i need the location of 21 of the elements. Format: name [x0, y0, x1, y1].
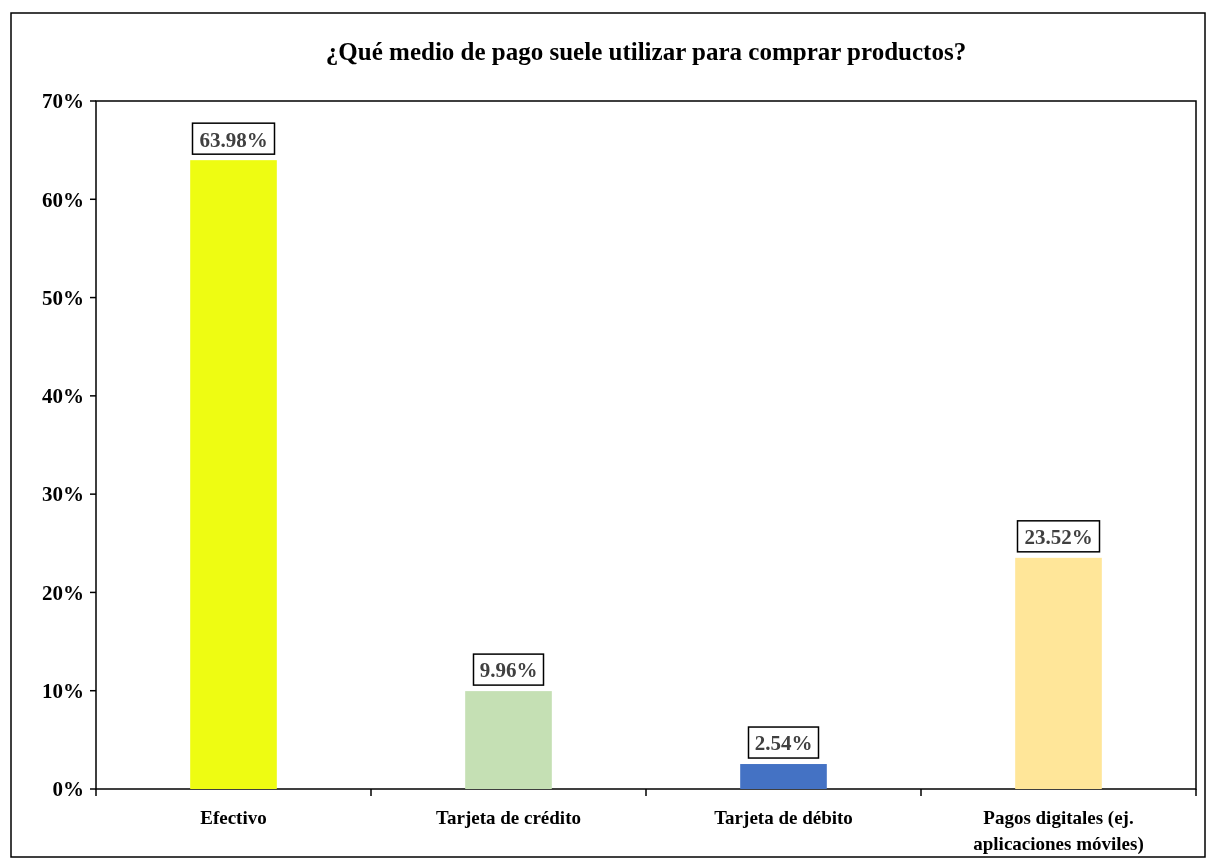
y-tick-label: 10%: [42, 679, 84, 704]
y-tick-label: 20%: [42, 580, 84, 605]
y-tick-label: 30%: [42, 482, 84, 507]
data-label: 9.96%: [479, 658, 538, 683]
bar: [1015, 557, 1102, 789]
bar: [190, 160, 277, 789]
x-tick-label: Efectivo: [200, 807, 267, 828]
y-tick-label: 60%: [42, 187, 84, 212]
y-tick-label: 40%: [42, 384, 84, 409]
bar: [740, 764, 827, 789]
y-tick-label: 70%: [42, 89, 84, 114]
data-label: 63.98%: [199, 127, 268, 152]
chart-title: ¿Qué medio de pago suele utilizar para comprar productos?: [325, 38, 967, 65]
x-tick-label: Tarjeta de crédito: [436, 807, 581, 828]
x-tick-label: Pagos digitales (ej. aplicaciones móviles): [973, 807, 1144, 855]
bar: [465, 691, 552, 789]
y-tick-label: 50%: [42, 285, 84, 310]
data-label: 23.52%: [1024, 525, 1093, 550]
data-label: 2.54%: [754, 731, 813, 756]
x-tick-label: Tarjeta de débito: [714, 807, 853, 828]
y-tick-label: 0%: [52, 777, 84, 802]
